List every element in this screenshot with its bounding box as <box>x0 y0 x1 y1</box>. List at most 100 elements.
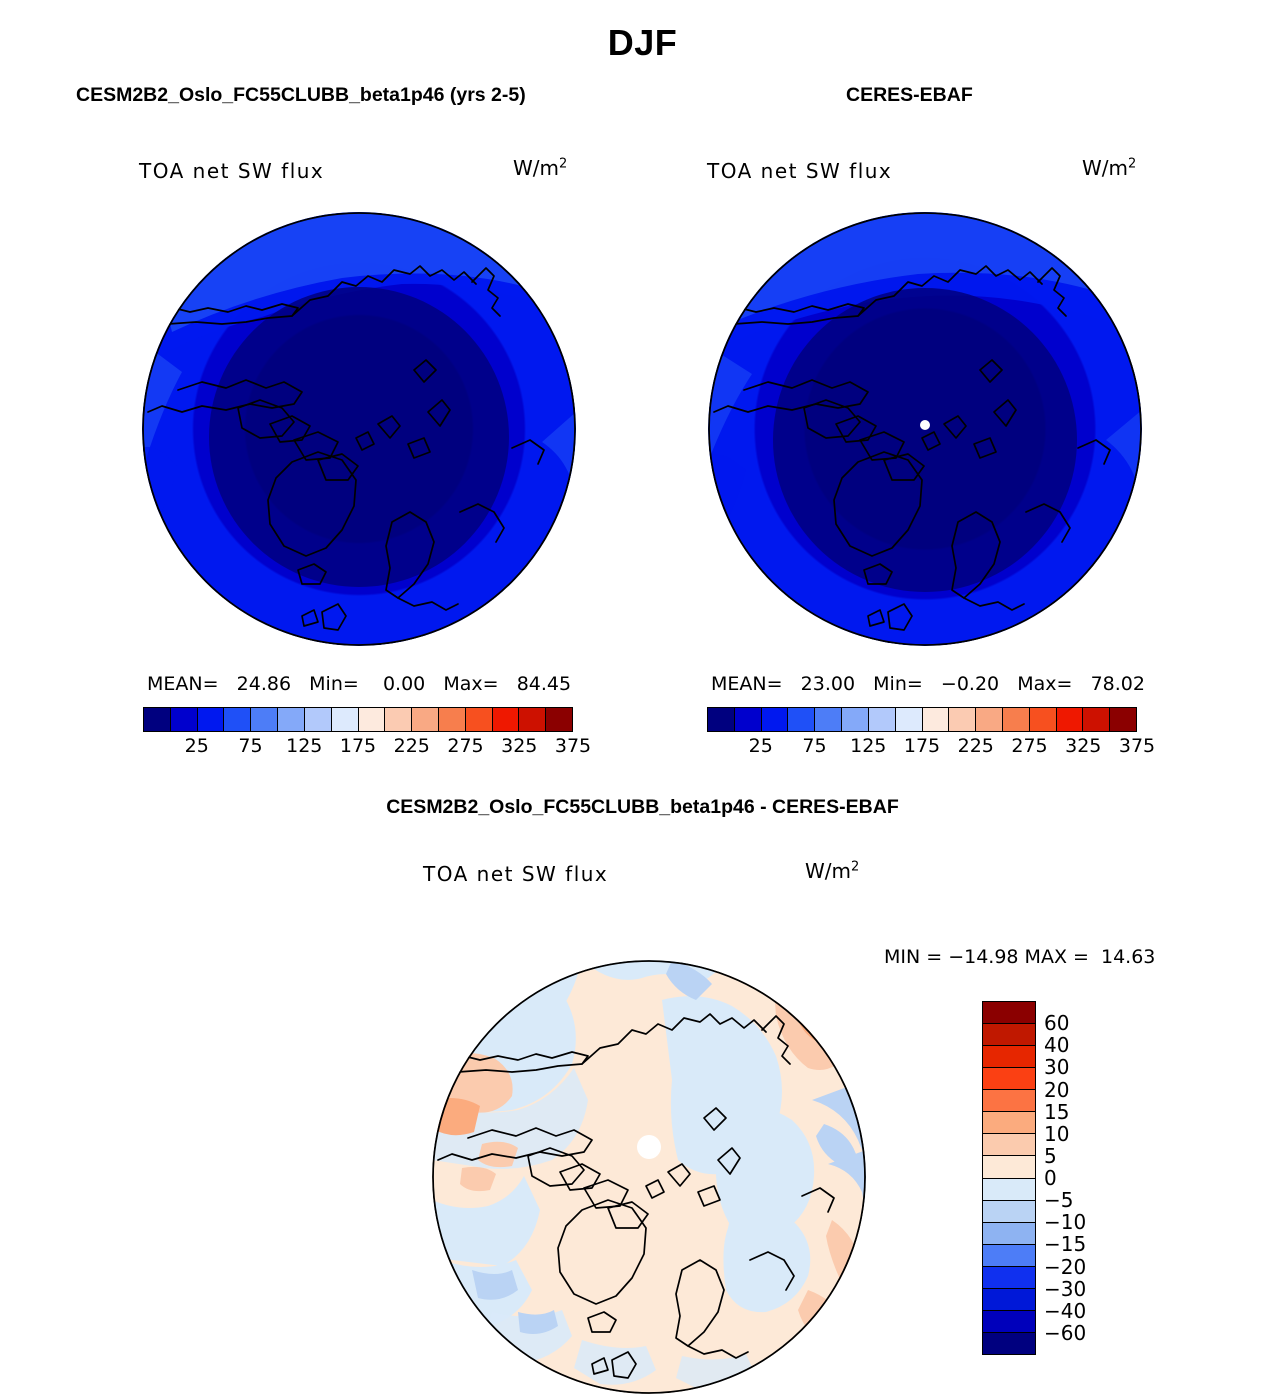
diff-colorbar-tick-label: −60 <box>1044 1320 1087 1345</box>
colorbar-tick-label: 275 <box>1011 735 1048 757</box>
colorbar-cell <box>465 708 493 731</box>
left-units-text: W/m <box>513 156 559 180</box>
colorbar-tick-label: 25 <box>184 735 209 757</box>
diff-colorbar-cell <box>983 1112 1035 1135</box>
coastlines-right <box>708 265 1111 631</box>
diff-colorbar-cell <box>983 1156 1035 1179</box>
diff-units-label: W/m2 <box>805 859 859 883</box>
diff-colorbar-cell <box>983 1310 1035 1333</box>
colorbar-cell <box>197 708 225 731</box>
coastlines-diff <box>432 1013 835 1379</box>
diff-colorbar-cell <box>983 1266 1035 1289</box>
colorbar-cell <box>949 708 977 731</box>
colorbar-cell <box>1056 708 1084 731</box>
colorbar-cell <box>1029 708 1057 731</box>
diff-colorbar-cell <box>983 1244 1035 1267</box>
colorbar-cell <box>815 708 843 731</box>
diff-colorbar-tick-label: −30 <box>1044 1276 1087 1301</box>
colorbar-cell <box>1002 708 1030 731</box>
colorbar-cell <box>170 708 198 731</box>
colorbar-tick-label: 175 <box>339 735 377 757</box>
diff-colorbar-cell <box>983 1002 1035 1025</box>
right-units-text: W/m <box>1082 156 1128 180</box>
colorbar-tick-label: 75 <box>802 735 827 757</box>
map-diff <box>432 960 866 1394</box>
diff-colorbar-cell <box>983 1288 1035 1311</box>
right-colorbar-labels: 25 75 125 175 225 275 325 375 <box>707 735 1155 761</box>
colorbar-cell <box>842 708 869 731</box>
diff-colorbar-tick-label: 15 <box>1044 1099 1070 1124</box>
left-colorbar-labels: 25 75 125 175 225 275 325 375 <box>143 735 591 761</box>
right-stats: MEAN= 23.00 Min= −0.20 Max= 78.02 <box>711 673 1145 695</box>
colorbar-tick-label: 325 <box>1065 735 1102 757</box>
colorbar-tick-label: 375 <box>554 735 592 757</box>
diff-units-text: W/m <box>805 859 851 883</box>
coastlines-left <box>142 265 545 631</box>
map-right-svg <box>708 212 1142 646</box>
diff-colorbar-cell <box>983 1024 1035 1047</box>
north-pole-marker <box>920 420 930 430</box>
diff-variable-label: TOA net SW flux <box>423 862 609 886</box>
diff-colorbar-cell <box>983 1332 1035 1354</box>
diff-colorbar-cell <box>983 1200 1035 1223</box>
colorbar-cell <box>546 708 572 731</box>
colorbar-cell <box>438 708 466 731</box>
diff-colorbar-cell <box>983 1090 1035 1113</box>
colorbar-tick-label: 125 <box>286 735 323 757</box>
diff-panel-title: CESM2B2_Oslo_FC55CLUBB_beta1p46 - CERES-… <box>386 796 899 818</box>
colorbar-tick-label: 275 <box>447 735 484 757</box>
right-variable-label: TOA net SW flux <box>707 159 893 183</box>
diff-colorbar-tick-label: −15 <box>1044 1232 1087 1257</box>
colorbar-cell <box>976 708 1003 731</box>
colorbar-cell <box>492 708 520 731</box>
colorbar-cell <box>224 708 252 731</box>
left-variable-label: TOA net SW flux <box>139 159 325 183</box>
diff-colorbar-tick-label: 10 <box>1044 1121 1070 1146</box>
diff-colorbar-tick-label: −40 <box>1044 1298 1087 1323</box>
diff-colorbar-tick-label: 20 <box>1044 1077 1070 1102</box>
right-colorbar[interactable] <box>707 707 1137 732</box>
map-left-model <box>142 212 576 646</box>
diff-colorbar-tick-label: 60 <box>1044 1011 1070 1036</box>
colorbar-tick-label: 25 <box>748 735 773 757</box>
diff-colorbar-cell <box>983 1046 1035 1069</box>
colorbar-cell <box>304 708 332 731</box>
map-diff-svg <box>432 960 866 1394</box>
colorbar-cell <box>895 708 923 731</box>
diff-colorbar-tick-label: 40 <box>1044 1033 1070 1058</box>
colorbar-cell <box>922 708 950 731</box>
right-units-exponent: 2 <box>1128 156 1137 172</box>
left-units-exponent: 2 <box>559 156 568 172</box>
diff-colorbar[interactable] <box>982 1001 1036 1355</box>
colorbar-tick-label: 225 <box>957 735 994 757</box>
colorbar-tick-label: 375 <box>1118 735 1156 757</box>
colorbar-tick-label: 175 <box>903 735 941 757</box>
colorbar-tick-label: 75 <box>238 735 263 757</box>
colorbar-cell <box>144 708 171 731</box>
colorbar-cell <box>1083 708 1111 731</box>
diff-colorbar-tick-label: −5 <box>1044 1188 1074 1213</box>
colorbar-cell <box>788 708 816 731</box>
right-panel-title: CERES-EBAF <box>846 84 973 106</box>
season-title: DJF <box>607 22 678 63</box>
colorbar-cell <box>519 708 547 731</box>
colorbar-cell <box>761 708 789 731</box>
left-panel-title: CESM2B2_Oslo_FC55CLUBB_beta1p46 (yrs 2-5… <box>76 84 526 106</box>
diff-minmax: MIN = −14.98 MAX = 14.63 <box>884 946 1156 968</box>
diff-colorbar-cell <box>983 1068 1035 1091</box>
diff-colorbar-cell <box>983 1222 1035 1245</box>
colorbar-tick-label: 225 <box>393 735 430 757</box>
left-stats: MEAN= 24.86 Min= 0.00 Max= 84.45 <box>147 673 572 695</box>
colorbar-cell <box>412 708 439 731</box>
colorbar-cell <box>358 708 386 731</box>
colorbar-cell <box>708 708 735 731</box>
north-pole-marker-diff <box>637 1135 661 1159</box>
diff-colorbar-tick-label: 30 <box>1044 1055 1070 1080</box>
colorbar-cell <box>385 708 413 731</box>
map-left-svg <box>142 212 576 646</box>
colorbar-tick-label: 325 <box>501 735 538 757</box>
left-colorbar[interactable] <box>143 707 573 732</box>
colorbar-cell <box>278 708 305 731</box>
map-right-obs <box>708 212 1142 646</box>
left-units-label: W/m2 <box>513 156 567 180</box>
